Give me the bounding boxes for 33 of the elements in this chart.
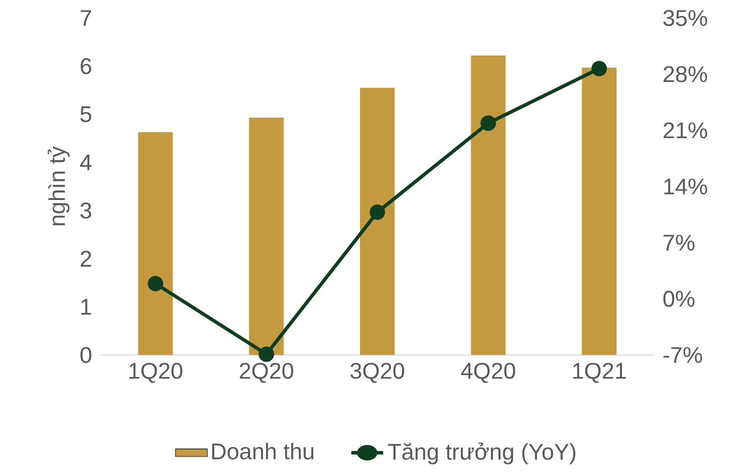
- point: [258, 346, 274, 362]
- y2-tick-label: 21%: [664, 122, 708, 138]
- y2-tick-label: 14%: [664, 178, 708, 194]
- y2-tick-label: 28%: [664, 66, 708, 82]
- bar: [249, 118, 284, 355]
- y2-tick-label: 0%: [663, 290, 694, 307]
- y-axis-title: nghìn tỷ: [48, 146, 70, 226]
- y-tick-label: 2: [80, 250, 92, 267]
- y-tick-label: 4: [80, 154, 92, 170]
- y2-tick-label: 35%: [663, 10, 708, 26]
- y-tick-label: 6: [80, 58, 92, 74]
- bar: [470, 56, 506, 355]
- y-tick-label: 3: [80, 202, 92, 219]
- x-tick-label: 4Q20: [461, 362, 516, 383]
- y2-tick-label: 7%: [664, 234, 694, 251]
- bar: [582, 68, 617, 355]
- y2-tick-label: -7%: [663, 347, 702, 363]
- point: [370, 204, 386, 220]
- x-tick-label: 2Q20: [240, 362, 294, 383]
- bar: [138, 132, 173, 355]
- y-tick-label: 1: [81, 299, 92, 315]
- point: [591, 60, 607, 76]
- y-tick-label: 7: [80, 10, 92, 26]
- point: [480, 115, 496, 131]
- x-tick-label: 1Q21: [573, 362, 626, 383]
- x-tick-label: 1Q20: [129, 362, 182, 383]
- y-tick-label: 0: [80, 346, 92, 364]
- y-tick-label: 5: [80, 106, 92, 122]
- point: [148, 276, 164, 292]
- x-tick-label: 3Q20: [350, 362, 404, 383]
- legend-label: Doanh thu: [212, 442, 314, 460]
- legend-label: Tăng trưởng (YoY): [388, 442, 576, 464]
- bar: [360, 88, 395, 355]
